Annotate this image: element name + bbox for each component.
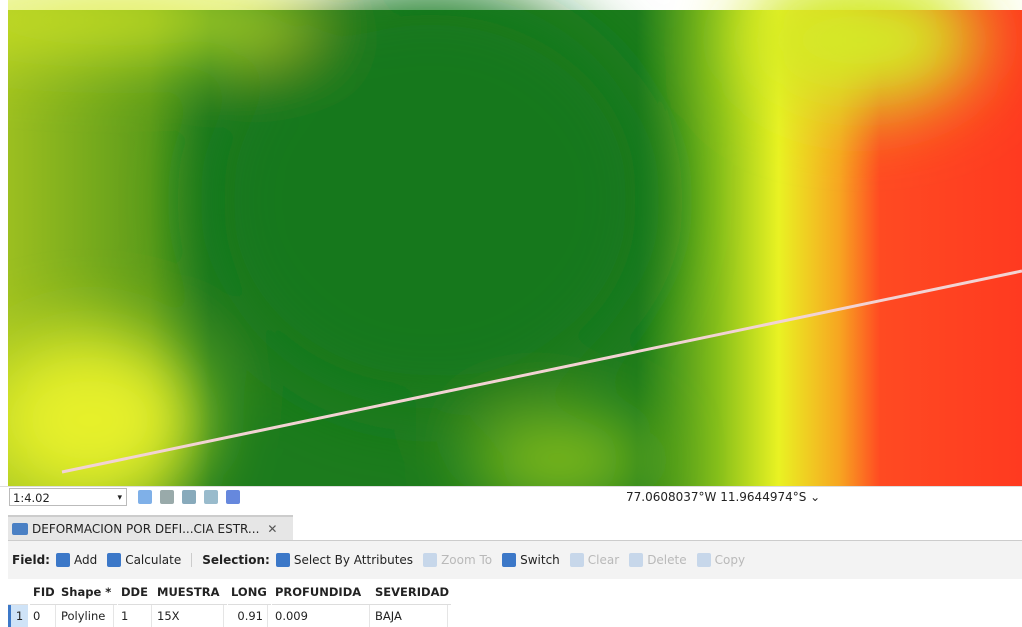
column-header: FID [30,580,59,605]
table-cell: 15X [154,605,224,627]
tool-icon[interactable] [226,490,240,504]
table-cell: 0.91 [228,605,268,627]
map-view[interactable] [0,0,1022,486]
delete-button[interactable]: Delete [629,553,686,567]
button-label: Select By Attributes [294,553,413,567]
button-label: Zoom To [441,553,492,567]
table-cell: 1 [118,605,152,627]
zoom-to-button[interactable]: Zoom To [423,553,492,567]
coordinates-text: 77.0608037°W 11.9644974°S [626,490,806,504]
select-by-attributes-button[interactable]: Select By Attributes [276,553,413,567]
column-header: DDE [118,580,155,605]
button-label: Delete [647,553,686,567]
status-bar: 1:4.02▾ 77.0608037°W 11.9644974°S ⌄ [0,486,1022,509]
column-header: MUESTRA [154,580,227,605]
selection-label: Selection: [202,553,270,567]
column-header: LONG [228,580,271,605]
coordinates[interactable]: 77.0608037°W 11.9644974°S ⌄ [626,490,820,504]
map-tools [138,490,240,504]
button-label: Clear [588,553,619,567]
tab-title: DEFORMACION POR DEFI...CIA ESTR... [32,522,259,536]
row-number: 1 [8,605,28,627]
arcgis-window: 1:4.02▾ 77.0608037°W 11.9644974°S ⌄ DEFO… [0,0,1022,627]
switch-button[interactable]: Switch [502,553,560,567]
table-tab[interactable]: DEFORMACION POR DEFI...CIA ESTR... ✕ [8,515,293,542]
button-label: Add [74,553,97,567]
tool-icon[interactable] [160,490,174,504]
tool-icon[interactable] [138,490,152,504]
table-cell: 0.009 [272,605,370,627]
copy-button[interactable]: Copy [697,553,745,567]
column-header: PROFUNDIDA [272,580,373,605]
tool-icon[interactable] [204,490,218,504]
column-header: Shape * [58,580,117,605]
button-label: Calculate [125,553,181,567]
close-tab[interactable]: ✕ [267,522,277,536]
table-icon [12,523,28,535]
button-label: Copy [715,553,745,567]
button-label: Switch [520,553,560,567]
column-header: SEVERIDAD [372,580,451,605]
table-toolbar: Field: Add Calculate Selection: Select B… [8,540,1022,579]
header-corner [8,580,28,605]
field-label: Field: [12,553,50,567]
scale: 1:4.02 [13,491,50,505]
add-button[interactable]: Add [56,553,97,567]
table-cell: Polyline [58,605,114,627]
table-cell: BAJA [372,605,448,627]
tool-icon[interactable] [182,490,196,504]
table-cell: 0 [30,605,56,627]
clear-button[interactable]: Clear [570,553,619,567]
calculate-button[interactable]: Calculate [107,553,192,567]
scale-box[interactable]: 1:4.02▾ [9,488,127,506]
